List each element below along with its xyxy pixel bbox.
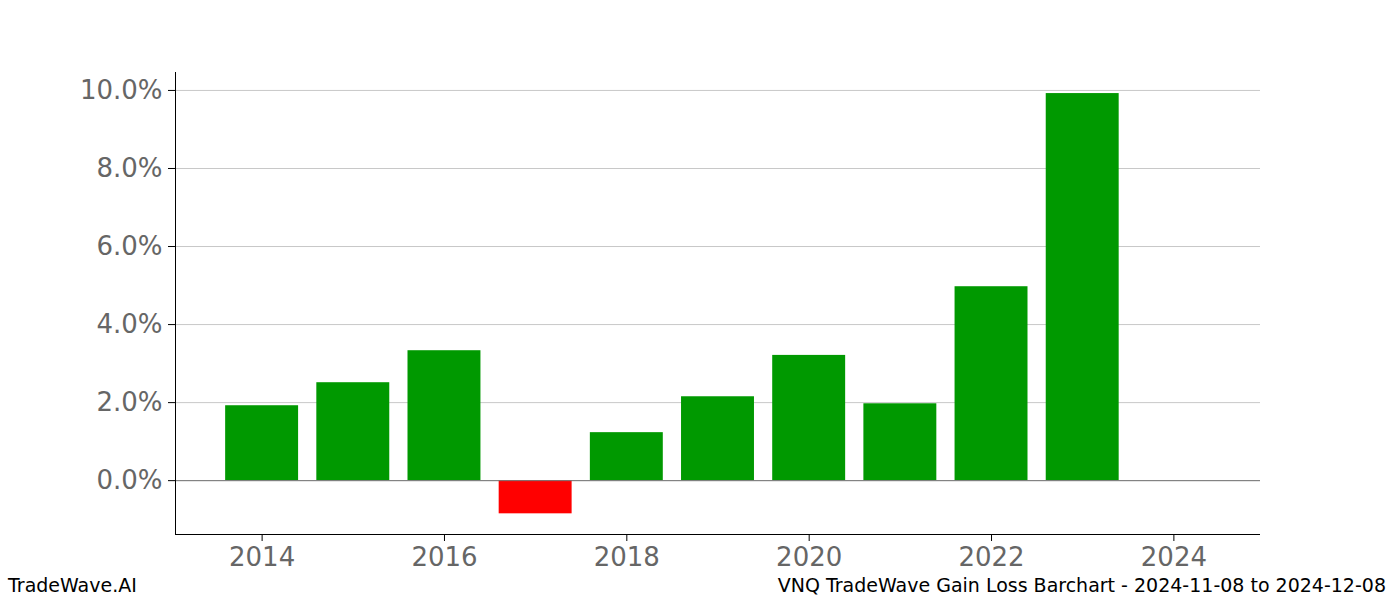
- svg-text:2018: 2018: [594, 542, 660, 572]
- svg-text:2.0%: 2.0%: [96, 387, 162, 417]
- html-text:TradeWave.AI: TradeWave.AI: [8, 574, 137, 596]
- svg-text:0.0%: 0.0%: [96, 465, 162, 495]
- svg-text:2016: 2016: [411, 542, 477, 572]
- svg-text:6.0%: 6.0%: [96, 231, 162, 261]
- svg-text:2024: 2024: [1141, 542, 1207, 572]
- html-text:VNQ TradeWave Gain Loss Barcha: VNQ TradeWave Gain Loss Barchart - 2024-…: [777, 574, 1386, 596]
- svg-text:4.0%: 4.0%: [96, 309, 162, 339]
- svg-text:10.0%: 10.0%: [80, 75, 163, 105]
- svg-text:2014: 2014: [229, 542, 295, 572]
- svg-text:8.0%: 8.0%: [96, 153, 162, 183]
- svg-text:2022: 2022: [958, 542, 1024, 572]
- svg-text:2020: 2020: [776, 542, 842, 572]
